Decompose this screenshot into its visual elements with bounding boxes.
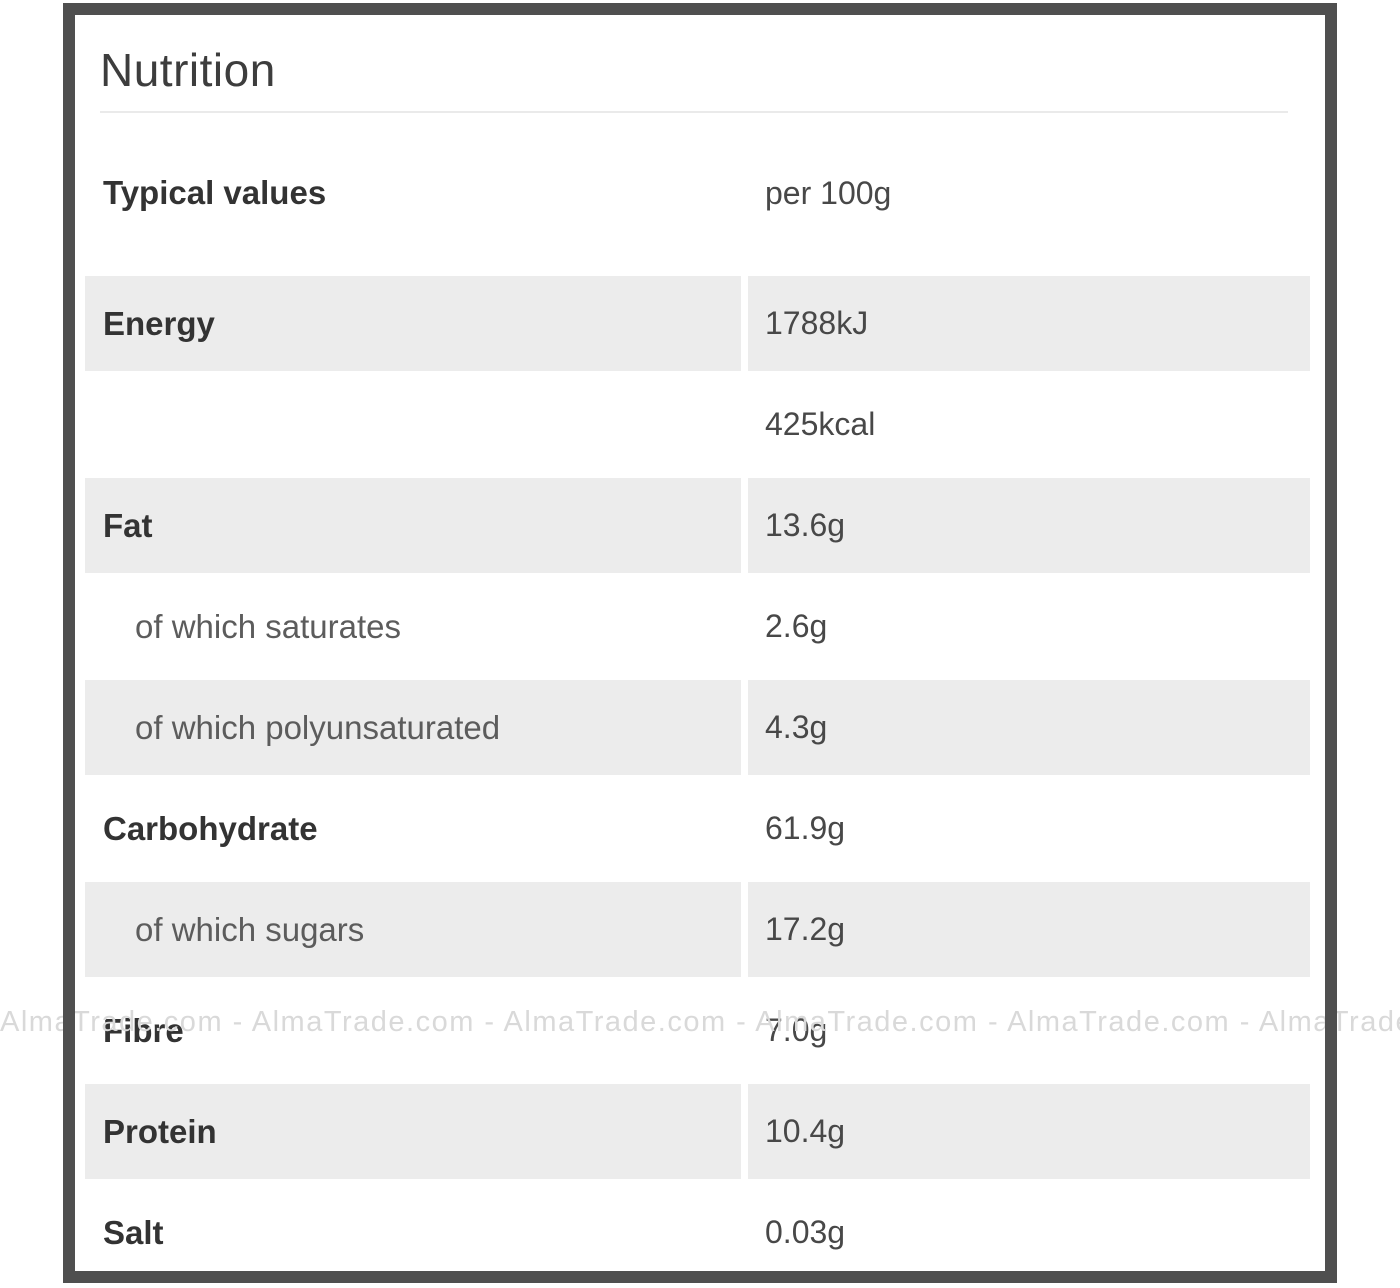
nutrient-value: 425kcal — [765, 406, 876, 442]
table-row: Energy 1788kJ — [85, 273, 1310, 374]
nutrient-label: Energy — [85, 276, 741, 371]
nutrient-value: 7.0g — [765, 1012, 828, 1048]
nutrient-value: 1788kJ — [748, 276, 1310, 371]
panel-content: Nutrition Typical values per 100g Energy… — [63, 3, 1337, 1283]
table-header: Typical values per 100g — [85, 113, 1310, 273]
table-row: Protein 10.4g — [85, 1081, 1310, 1182]
nutrient-value: 10.4g — [748, 1084, 1310, 1179]
title-divider — [100, 111, 1288, 113]
table-row: of which sugars 17.2g — [85, 879, 1310, 980]
page-title: Nutrition — [100, 44, 276, 96]
column-header-per-100g: per 100g — [765, 174, 892, 211]
nutrient-value: 2.6g — [765, 608, 828, 644]
nutrient-value: 4.3g — [748, 680, 1310, 775]
table-row: of which saturates 2.6g — [85, 576, 1310, 677]
nutrient-value: 0.03g — [765, 1214, 846, 1250]
nutrient-label: of which saturates — [135, 607, 401, 645]
table-row: 425kcal — [85, 374, 1310, 475]
table-row: of which polyunsaturated 4.3g — [85, 677, 1310, 778]
table-row: Salt 0.03g — [85, 1182, 1310, 1283]
nutrient-label: Carbohydrate — [103, 809, 318, 847]
nutrient-label: Protein — [85, 1084, 741, 1179]
nutrient-value: 17.2g — [748, 882, 1310, 977]
column-header-typical-values: Typical values — [103, 174, 327, 211]
nutrient-label — [85, 374, 741, 475]
nutrient-value: 13.6g — [748, 478, 1310, 573]
nutrition-table: Energy 1788kJ 425kcal Fat 13.6g of which… — [63, 273, 1337, 1283]
nutrient-label: of which polyunsaturated — [85, 680, 741, 775]
table-row: Fat 13.6g — [85, 475, 1310, 576]
table-row: Fibre 7.0g — [85, 980, 1310, 1081]
table-row: Carbohydrate 61.9g — [85, 778, 1310, 879]
nutrient-label: of which sugars — [85, 882, 741, 977]
nutrient-label: Fat — [85, 478, 741, 573]
nutrient-label: Fibre — [103, 1011, 184, 1049]
nutrient-label: Salt — [103, 1213, 164, 1251]
nutrient-value: 61.9g — [765, 810, 846, 846]
